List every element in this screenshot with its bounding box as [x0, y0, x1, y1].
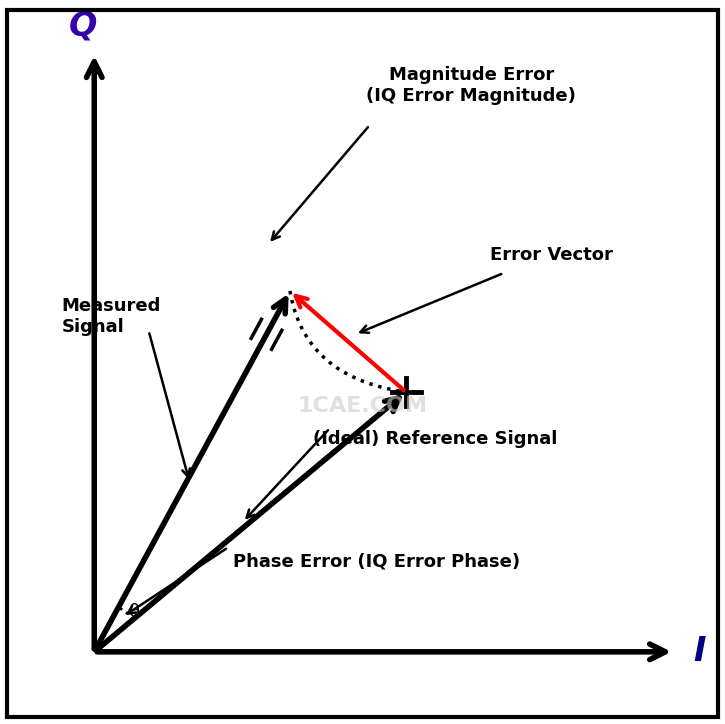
- Text: 1CAE.COM: 1CAE.COM: [297, 397, 428, 416]
- Text: Phase Error (IQ Error Phase): Phase Error (IQ Error Phase): [233, 552, 521, 571]
- Text: Error Vector: Error Vector: [489, 246, 613, 264]
- Text: Q: Q: [69, 9, 98, 42]
- Text: (Ideal) Reference Signal: (Ideal) Reference Signal: [312, 430, 558, 448]
- Text: I: I: [693, 636, 705, 668]
- Text: Magnitude Error
(IQ Error Magnitude): Magnitude Error (IQ Error Magnitude): [366, 66, 576, 105]
- Text: Measured
Signal: Measured Signal: [62, 297, 161, 336]
- Text: θ: θ: [128, 603, 140, 621]
